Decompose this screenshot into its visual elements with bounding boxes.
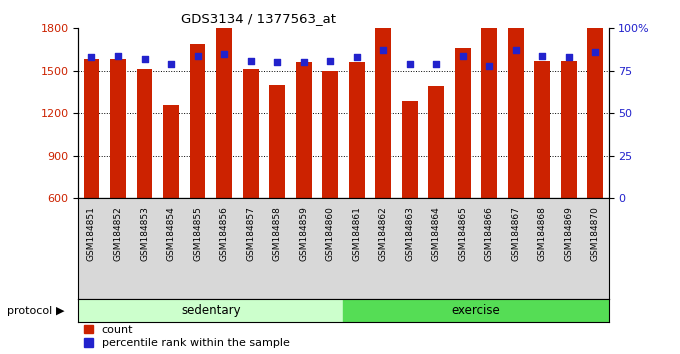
Text: exercise: exercise	[452, 304, 500, 317]
Point	[218, 51, 229, 57]
Bar	[534, 61, 550, 198]
Point	[563, 55, 574, 60]
Point	[272, 59, 283, 65]
Text: GSM184870: GSM184870	[591, 206, 600, 261]
Bar	[137, 69, 152, 198]
Point	[113, 53, 124, 58]
Bar	[508, 25, 524, 198]
Text: GDS3134 / 1377563_at: GDS3134 / 1377563_at	[181, 12, 336, 25]
Bar	[84, 59, 99, 198]
Text: ▶: ▶	[56, 306, 64, 316]
Bar	[322, 71, 338, 198]
Text: GSM184868: GSM184868	[538, 206, 547, 261]
Bar	[349, 62, 364, 198]
Text: GSM184862: GSM184862	[379, 206, 388, 261]
Point	[510, 47, 521, 53]
Point	[139, 56, 150, 62]
Point	[245, 58, 256, 63]
Text: GSM184859: GSM184859	[299, 206, 308, 261]
Text: GSM184867: GSM184867	[511, 206, 520, 261]
Bar	[455, 48, 471, 198]
Text: GSM184854: GSM184854	[167, 206, 175, 261]
Bar	[190, 44, 205, 198]
Bar	[428, 86, 444, 198]
Text: GSM184851: GSM184851	[87, 206, 96, 261]
Point	[590, 49, 600, 55]
Text: GSM184861: GSM184861	[352, 206, 361, 261]
Text: GSM184866: GSM184866	[485, 206, 494, 261]
Text: sedentary: sedentary	[181, 304, 241, 317]
Point	[86, 55, 97, 60]
Point	[377, 47, 388, 53]
Text: GSM184857: GSM184857	[246, 206, 255, 261]
Bar	[375, 20, 391, 198]
Text: GSM184855: GSM184855	[193, 206, 202, 261]
Bar	[588, 14, 603, 198]
Point	[298, 59, 309, 65]
Legend: count, percentile rank within the sample: count, percentile rank within the sample	[84, 325, 290, 348]
Text: GSM184853: GSM184853	[140, 206, 149, 261]
Point	[457, 53, 468, 58]
Point	[192, 53, 203, 58]
Bar	[163, 105, 179, 198]
Bar	[402, 101, 418, 198]
Text: GSM184858: GSM184858	[273, 206, 282, 261]
Bar	[110, 59, 126, 198]
Point	[537, 53, 547, 58]
Bar	[216, 25, 232, 198]
Point	[484, 63, 495, 69]
Bar	[343, 299, 609, 322]
Text: protocol: protocol	[7, 306, 52, 316]
Bar	[78, 299, 343, 322]
Text: GSM184865: GSM184865	[458, 206, 467, 261]
Bar	[269, 85, 285, 198]
Text: GSM184864: GSM184864	[432, 206, 441, 261]
Text: GSM184856: GSM184856	[220, 206, 228, 261]
Bar	[561, 61, 577, 198]
Bar	[296, 62, 311, 198]
Bar	[481, 0, 497, 198]
Point	[430, 61, 441, 67]
Point	[325, 58, 336, 63]
Text: GSM184852: GSM184852	[114, 206, 122, 261]
Point	[165, 61, 176, 67]
Text: GSM184860: GSM184860	[326, 206, 335, 261]
Text: GSM184869: GSM184869	[564, 206, 573, 261]
Text: GSM184863: GSM184863	[405, 206, 414, 261]
Point	[351, 55, 362, 60]
Point	[404, 61, 415, 67]
Bar	[243, 69, 258, 198]
